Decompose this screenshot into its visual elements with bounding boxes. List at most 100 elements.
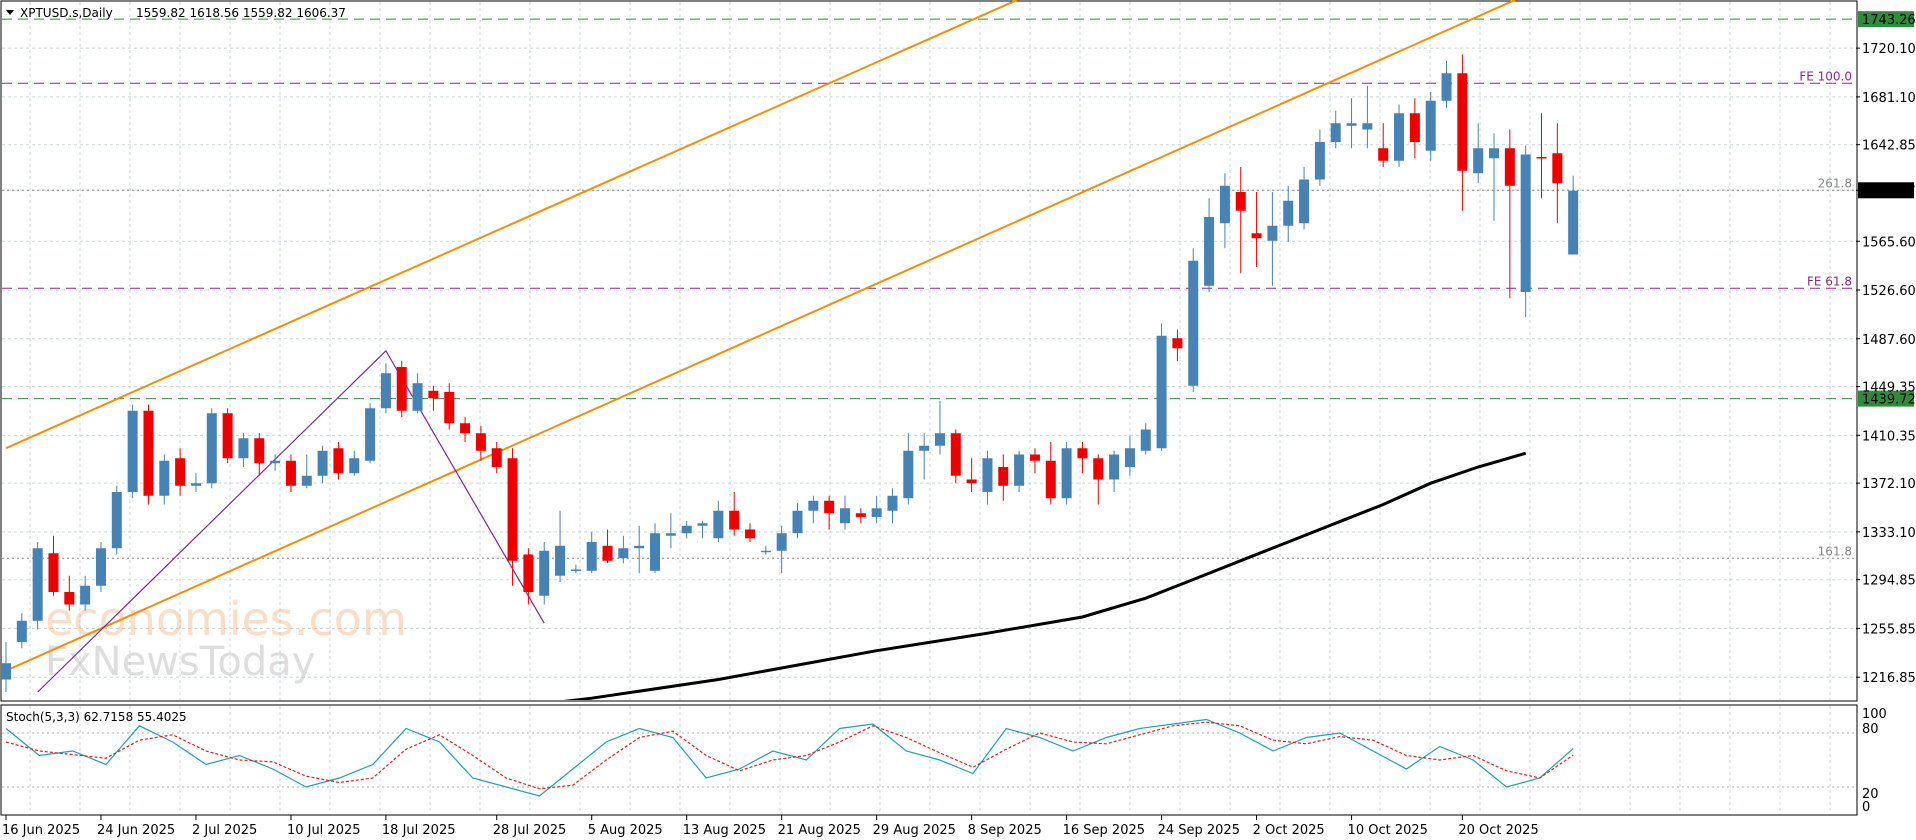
date-label: 2 Oct 2025 xyxy=(1253,823,1325,838)
candle-body xyxy=(729,510,740,530)
candle-body xyxy=(1172,338,1183,349)
price-tick-label: 1565.60 xyxy=(1862,235,1916,250)
candle-body xyxy=(887,495,898,511)
candle-body xyxy=(539,550,550,596)
candle-body xyxy=(618,548,629,559)
candle-body xyxy=(555,545,566,576)
date-label: 18 Jul 2025 xyxy=(382,823,456,838)
candle-body xyxy=(270,460,281,464)
date-label: 2 Jul 2025 xyxy=(192,823,257,838)
candle-body xyxy=(206,413,217,484)
date-label: 16 Jun 2025 xyxy=(2,823,80,838)
candle-body xyxy=(602,545,613,561)
candle-body xyxy=(950,433,961,476)
level-label: FE 61.8 xyxy=(1807,274,1852,288)
candle-body xyxy=(570,569,581,571)
candle-body xyxy=(475,433,486,451)
candle-body xyxy=(792,510,803,534)
candle-body xyxy=(491,448,502,467)
price-tick-label: 1333.10 xyxy=(1862,526,1916,541)
candle-body xyxy=(934,433,945,446)
candle-body xyxy=(1330,123,1341,142)
candle-body xyxy=(1235,192,1246,211)
candle-body xyxy=(586,542,597,571)
candle-body xyxy=(1568,190,1579,255)
candle-body xyxy=(839,508,850,524)
candle-body xyxy=(507,458,518,561)
price-tick-label: 1294.85 xyxy=(1862,574,1916,589)
candle-body xyxy=(1140,429,1151,451)
candle-body xyxy=(301,475,312,486)
main-panel-border xyxy=(0,0,1858,702)
candle-body xyxy=(650,533,661,571)
price-tick-label: 1449.35 xyxy=(1862,381,1916,396)
candle-body xyxy=(966,479,977,484)
candle-body xyxy=(871,508,882,517)
candle-body xyxy=(1267,225,1278,241)
candle-body xyxy=(80,585,91,605)
candle-body xyxy=(127,410,138,492)
candle-body xyxy=(1489,148,1500,159)
date-label: 21 Aug 2025 xyxy=(778,823,861,838)
stoch-level-label: 100 xyxy=(1862,707,1887,722)
candle-body xyxy=(48,553,59,592)
candle-body xyxy=(1536,157,1547,159)
candle-body xyxy=(1314,142,1325,180)
channel-lower-line xyxy=(5,0,1518,672)
candle-body xyxy=(1109,454,1120,480)
candle-body xyxy=(159,460,170,496)
symbol-label: XPTUSD.s,Daily xyxy=(20,6,113,20)
date-label: 28 Jul 2025 xyxy=(493,823,567,838)
price-tick-label: 1216.85 xyxy=(1862,671,1916,686)
level-label: FE 100.0 xyxy=(1799,69,1852,83)
candle-body xyxy=(903,450,914,499)
candle-body xyxy=(1014,454,1025,486)
candle-body xyxy=(1425,100,1436,151)
zigzag-line xyxy=(37,349,545,693)
candle-body xyxy=(1441,73,1452,101)
candle-body xyxy=(1362,123,1373,130)
watermark: economies.com FxNewsToday xyxy=(45,592,407,685)
candle-body xyxy=(412,383,423,411)
candle-body xyxy=(317,450,328,476)
candle-body xyxy=(1520,154,1531,292)
candle-body xyxy=(760,550,771,553)
candle-body xyxy=(380,373,391,409)
trend-lines xyxy=(5,0,1518,693)
level-label-box xyxy=(1858,390,1914,407)
price-tick-label: 1720.10 xyxy=(1862,42,1916,57)
candle-body xyxy=(713,510,724,539)
date-label: 16 Sep 2025 xyxy=(1063,823,1145,838)
candle-body xyxy=(776,533,787,551)
chart-header: XPTUSD.s,Daily 1559.82 1618.56 1559.82 1… xyxy=(6,6,346,20)
candle-body xyxy=(808,500,819,511)
candle-body xyxy=(824,500,835,514)
price-tick-label: 1681.10 xyxy=(1862,91,1916,106)
candle-body xyxy=(32,548,43,621)
price-tick-label: 1255.85 xyxy=(1862,622,1916,637)
date-axis: 16 Jun 2025 24 Jun 2025 2 Jul 2025 10 Jul 2… xyxy=(2,815,1539,838)
candle-body xyxy=(681,525,692,534)
horizontal-levels: 1743.26 FE 100.0 261.8 FE 61.8 1439.72 161.8 xyxy=(2,11,1916,559)
channel-upper-line xyxy=(5,0,1020,450)
price-tick-label: 1526.60 xyxy=(1862,284,1916,299)
candle-body xyxy=(175,458,186,486)
candle-body xyxy=(998,467,1009,486)
candle-body xyxy=(95,548,106,586)
date-label: 29 Aug 2025 xyxy=(873,823,956,838)
stoch-d-line xyxy=(5,721,1574,790)
level-label: 1743.26 xyxy=(1862,13,1916,28)
candle-body xyxy=(16,620,27,642)
candle-body xyxy=(1093,458,1104,480)
candle-body xyxy=(855,513,866,517)
candle-body xyxy=(222,413,233,459)
candle-body xyxy=(1283,200,1294,226)
dropdown-triangle-icon[interactable] xyxy=(6,10,14,15)
stoch-label: Stoch(5,3,3) 62.7158 55.4025 xyxy=(6,710,187,724)
watermark-line2: FxNewsToday xyxy=(45,639,315,685)
date-label: 10 Jul 2025 xyxy=(287,823,361,838)
candle-body xyxy=(1299,179,1310,224)
